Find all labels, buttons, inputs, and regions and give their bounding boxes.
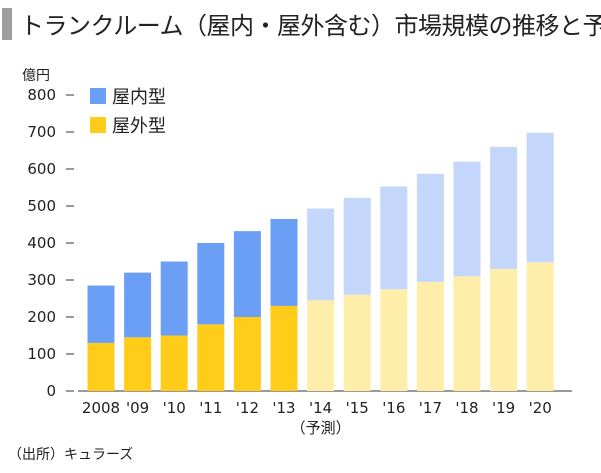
- x-tick-label: '10: [163, 399, 186, 417]
- bar-segment: [124, 337, 152, 391]
- x-tick-label: '15: [346, 399, 369, 417]
- bar-segment: [87, 285, 115, 343]
- y-tick-label: 700: [27, 123, 56, 141]
- bar-segment: [490, 268, 518, 391]
- y-tick-label: 400: [27, 234, 56, 252]
- bar-segment: [453, 276, 481, 391]
- bar-segment: [343, 197, 371, 295]
- y-tick-label: 300: [27, 271, 56, 289]
- x-tick-label: '09: [126, 399, 149, 417]
- x-tick-label: 2008: [82, 399, 120, 417]
- y-tick-label: 100: [27, 345, 56, 363]
- y-tick-label: 200: [27, 308, 56, 326]
- legend-label: 屋内型: [112, 87, 166, 108]
- bar-segment: [380, 289, 408, 391]
- bar-segment: [160, 261, 188, 336]
- source-note: （出所）キュラーズ: [8, 447, 134, 463]
- bar-segment: [270, 305, 298, 391]
- y-tick-label: 0: [46, 382, 56, 400]
- bar-segment: [197, 324, 225, 391]
- legend-swatch: [90, 88, 106, 104]
- legend-swatch: [90, 117, 106, 133]
- bar-segment: [526, 132, 554, 263]
- x-tick-label: '14: [309, 399, 332, 417]
- x-tick-label: '20: [529, 399, 552, 417]
- bar-segment: [197, 243, 225, 325]
- x-tick-label: '19: [492, 399, 515, 417]
- bar-segment: [343, 294, 371, 391]
- x-tick-label: '12: [236, 399, 259, 417]
- bar-segment: [270, 218, 298, 306]
- bar-segment: [233, 317, 261, 391]
- x-tick-label: '17: [419, 399, 442, 417]
- y-tick-label: 600: [27, 160, 56, 178]
- bar-segment: [307, 208, 335, 301]
- bar-segment: [124, 272, 152, 338]
- x-tick-label: '13: [272, 399, 295, 417]
- bar-segment: [160, 335, 188, 391]
- forecast-label: （予測）: [291, 419, 351, 437]
- bar-segment: [416, 281, 444, 391]
- bar-segment: [490, 146, 518, 269]
- bar-segment: [416, 173, 444, 282]
- y-tick-label: 800: [27, 86, 56, 104]
- bar-segment: [453, 161, 481, 277]
- x-tick-label: '16: [382, 399, 405, 417]
- bar-segment: [233, 231, 261, 317]
- x-tick-label: '11: [199, 399, 222, 417]
- y-tick-label: 500: [27, 197, 56, 215]
- y-axis-unit-label: 億円: [22, 68, 50, 84]
- chart-title: トランクルーム（屋内・屋外含む）市場規模の推移と予測: [20, 12, 601, 40]
- x-tick-label: '18: [455, 399, 478, 417]
- bar-segment: [307, 300, 335, 391]
- bar-segment: [87, 342, 115, 391]
- bar-segment: [380, 186, 408, 290]
- bar-segment: [526, 262, 554, 391]
- legend-label: 屋外型: [112, 116, 166, 137]
- title-accent-bar: [2, 8, 12, 40]
